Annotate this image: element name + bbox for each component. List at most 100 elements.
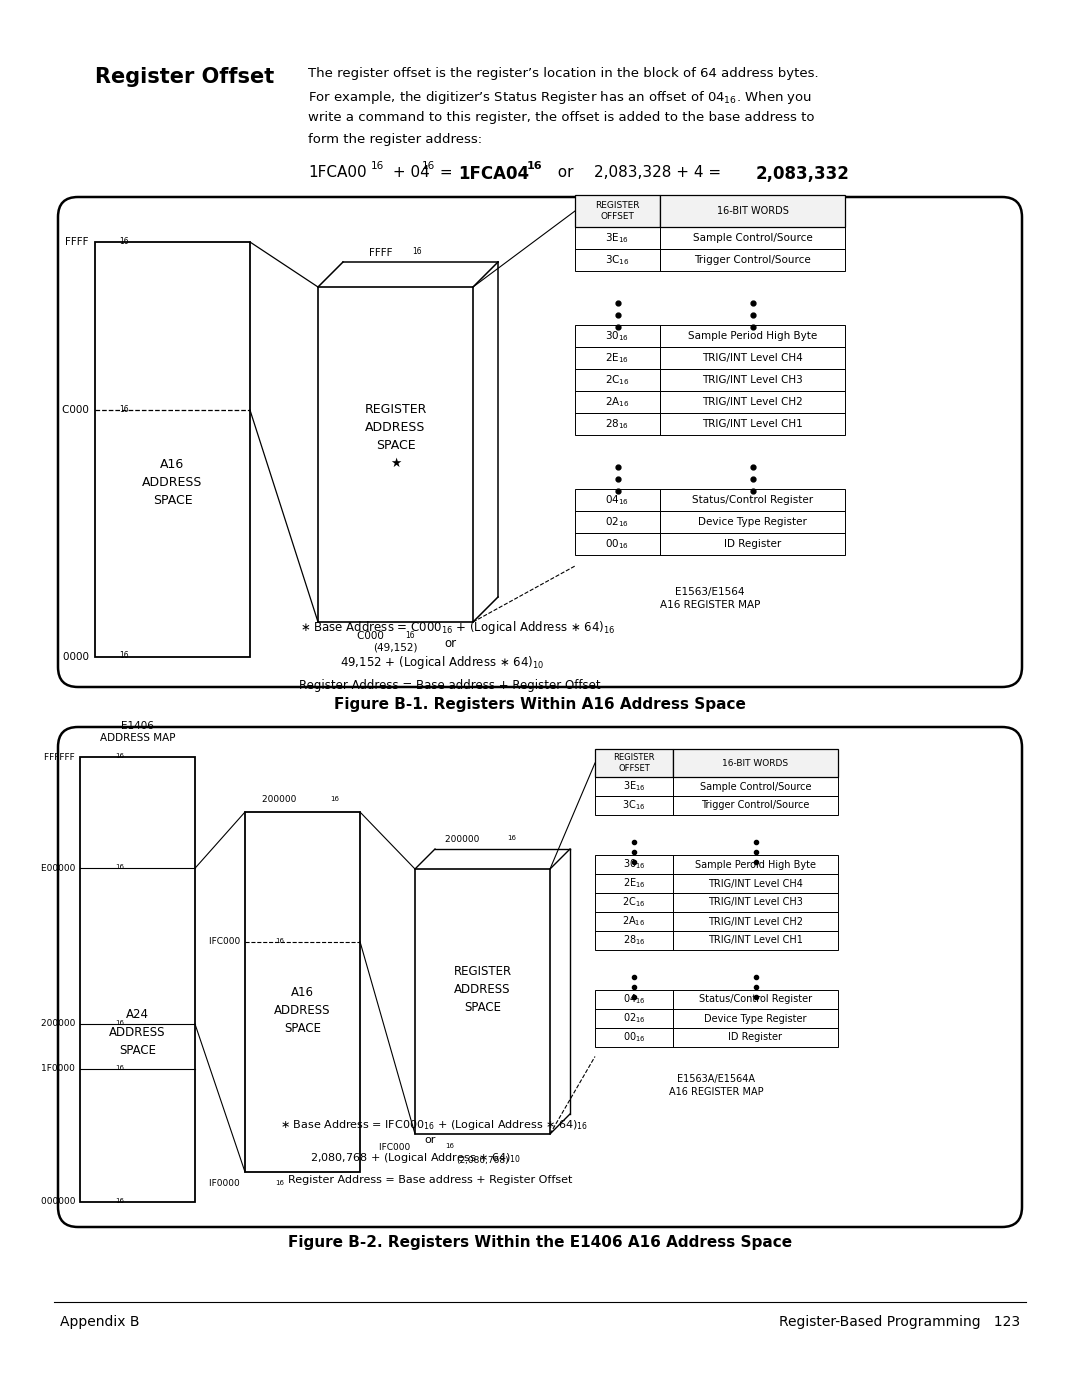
- Text: TRIG/INT Level CH3: TRIG/INT Level CH3: [708, 897, 802, 908]
- Text: 16: 16: [119, 236, 129, 246]
- Text: A16
ADDRESS
SPACE: A16 ADDRESS SPACE: [143, 458, 203, 507]
- Text: 16-BIT WORDS: 16-BIT WORDS: [723, 759, 788, 767]
- Bar: [575, 369, 660, 391]
- Text: 200000: 200000: [262, 795, 299, 805]
- Bar: [660, 346, 845, 369]
- Bar: [595, 930, 673, 950]
- Text: C000: C000: [357, 631, 388, 641]
- Bar: [575, 196, 660, 226]
- Text: form the register address:: form the register address:: [308, 133, 482, 147]
- Text: ID Register: ID Register: [724, 539, 781, 549]
- Text: 16: 16: [119, 405, 129, 414]
- Text: Sample Period High Byte: Sample Period High Byte: [688, 331, 818, 341]
- Text: REGISTER
OFFSET: REGISTER OFFSET: [595, 201, 639, 221]
- Text: Register Address = Base address + Register Offset: Register Address = Base address + Regist…: [299, 679, 600, 692]
- Text: 02$_{16}$: 02$_{16}$: [623, 1011, 646, 1025]
- Text: Figure B-1. Registers Within A16 Address Space: Figure B-1. Registers Within A16 Address…: [334, 697, 746, 712]
- Text: or: or: [424, 1134, 435, 1146]
- Bar: [673, 930, 838, 950]
- Text: Device Type Register: Device Type Register: [704, 1013, 807, 1024]
- Bar: [575, 511, 660, 534]
- Text: For example, the digitizer’s Status Register has an offset of 04$_{16}$. When yo: For example, the digitizer’s Status Regi…: [308, 89, 812, 106]
- Text: 16: 16: [527, 161, 542, 170]
- Text: Register Offset: Register Offset: [95, 67, 274, 87]
- Bar: [595, 1009, 673, 1028]
- Bar: [595, 777, 673, 796]
- Text: 16: 16: [275, 937, 284, 943]
- Bar: [673, 855, 838, 875]
- Text: =: =: [435, 165, 458, 180]
- Text: 2C$_{16}$: 2C$_{16}$: [622, 895, 646, 909]
- Bar: [575, 346, 660, 369]
- Text: 16: 16: [405, 630, 415, 640]
- Text: Trigger Control/Source: Trigger Control/Source: [694, 256, 811, 265]
- Text: 16: 16: [114, 753, 124, 759]
- Bar: [575, 226, 660, 249]
- Text: E1406
ADDRESS MAP: E1406 ADDRESS MAP: [99, 721, 175, 743]
- Bar: [575, 249, 660, 271]
- Text: Trigger Control/Source: Trigger Control/Source: [701, 800, 810, 810]
- Text: 2E$_{16}$: 2E$_{16}$: [623, 876, 646, 890]
- Text: 16: 16: [508, 835, 516, 841]
- Text: 1FCA00: 1FCA00: [308, 165, 366, 180]
- Text: or: or: [548, 165, 583, 180]
- Text: FFFFFF: FFFFFF: [44, 753, 78, 761]
- Text: (2,080,768): (2,080,768): [456, 1155, 509, 1165]
- Bar: [673, 1009, 838, 1028]
- Text: REGISTER
ADDRESS
SPACE: REGISTER ADDRESS SPACE: [454, 965, 512, 1014]
- Text: 16: 16: [413, 247, 422, 257]
- Bar: [575, 391, 660, 414]
- Bar: [595, 749, 673, 777]
- Bar: [660, 511, 845, 534]
- Bar: [673, 796, 838, 814]
- Text: 04$_{16}$: 04$_{16}$: [606, 493, 630, 507]
- Text: 16-BIT WORDS: 16-BIT WORDS: [716, 205, 788, 217]
- Text: 28$_{16}$: 28$_{16}$: [623, 933, 646, 947]
- Text: E1563A/E1564A
A16 REGISTER MAP: E1563A/E1564A A16 REGISTER MAP: [670, 1074, 764, 1097]
- Bar: [673, 990, 838, 1009]
- Text: 16: 16: [114, 1065, 124, 1070]
- Text: 16: 16: [114, 1020, 124, 1025]
- Bar: [95, 242, 249, 657]
- Bar: [575, 326, 660, 346]
- Text: Status/Control Register: Status/Control Register: [699, 995, 812, 1004]
- Bar: [673, 912, 838, 930]
- Bar: [575, 489, 660, 511]
- Text: 16: 16: [114, 1199, 124, 1204]
- Text: E00000: E00000: [41, 863, 78, 873]
- Bar: [660, 326, 845, 346]
- Bar: [673, 749, 838, 777]
- Bar: [575, 414, 660, 434]
- Bar: [660, 226, 845, 249]
- Text: TRIG/INT Level CH1: TRIG/INT Level CH1: [708, 936, 802, 946]
- Text: E1563/E1564
A16 REGISTER MAP: E1563/E1564 A16 REGISTER MAP: [660, 587, 760, 610]
- Bar: [595, 912, 673, 930]
- Text: 16: 16: [445, 1143, 454, 1148]
- Bar: [245, 812, 360, 1172]
- Text: TRIG/INT Level CH2: TRIG/INT Level CH2: [708, 916, 804, 926]
- Text: TRIG/INT Level CH2: TRIG/INT Level CH2: [702, 397, 802, 407]
- Text: 00$_{16}$: 00$_{16}$: [623, 1031, 646, 1045]
- Text: 200000: 200000: [445, 834, 483, 844]
- Text: TRIG/INT Level CH1: TRIG/INT Level CH1: [702, 419, 802, 429]
- Text: 16: 16: [114, 865, 124, 870]
- Text: 2C$_{16}$: 2C$_{16}$: [605, 373, 630, 387]
- Text: 16: 16: [422, 161, 435, 170]
- Text: 2,083,328 + 4 =: 2,083,328 + 4 =: [594, 165, 726, 180]
- Text: (49,152): (49,152): [374, 643, 418, 652]
- Text: write a command to this register, the offset is added to the base address to: write a command to this register, the of…: [308, 110, 814, 124]
- Text: 49,152 + (Logical Address $\ast$ 64)$_{10}$: 49,152 + (Logical Address $\ast$ 64)$_{1…: [340, 654, 544, 671]
- Bar: [415, 869, 550, 1134]
- Text: 3C$_{16}$: 3C$_{16}$: [622, 799, 646, 813]
- Bar: [595, 875, 673, 893]
- Bar: [660, 489, 845, 511]
- Text: REGISTER
OFFSET: REGISTER OFFSET: [613, 753, 654, 773]
- Text: 2E$_{16}$: 2E$_{16}$: [606, 351, 630, 365]
- Text: C000: C000: [62, 405, 92, 415]
- Text: 0000: 0000: [63, 652, 92, 662]
- Text: FFFF: FFFF: [368, 249, 395, 258]
- Text: 16: 16: [275, 1180, 284, 1186]
- Text: A16
ADDRESS
SPACE: A16 ADDRESS SPACE: [274, 985, 330, 1035]
- Text: TRIG/INT Level CH4: TRIG/INT Level CH4: [702, 353, 802, 363]
- Text: Sample Control/Source: Sample Control/Source: [700, 781, 811, 792]
